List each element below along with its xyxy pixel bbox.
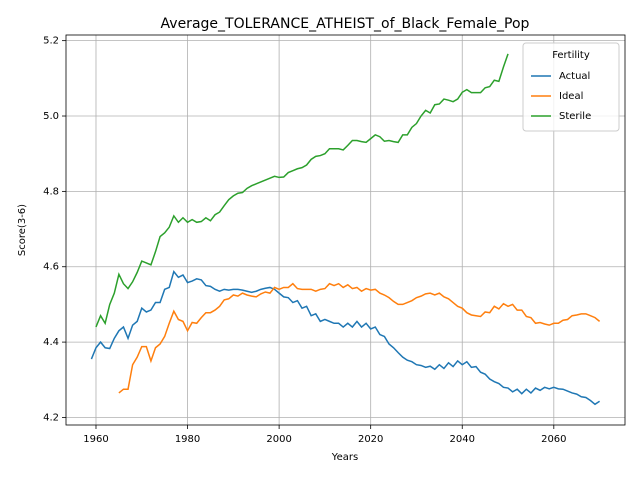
line-series (90, 270, 601, 406)
plot-frame (65, 34, 626, 426)
y-tick-label: 4.2 (43, 412, 59, 423)
x-tick-label: 1980 (175, 434, 200, 445)
legend-label: Actual (559, 71, 590, 82)
y-tick-label: 4.6 (43, 262, 59, 273)
x-tick-label: 1960 (83, 434, 108, 445)
y-tick-label: 5.0 (43, 111, 59, 122)
y-tick-label: 4.4 (43, 337, 59, 348)
legend-label: Ideal (559, 91, 583, 102)
y-tick-label: 4.8 (43, 186, 59, 197)
y-axis-label: Score(3-6) (17, 204, 28, 256)
x-tick-label: 2040 (450, 434, 475, 445)
line-series (118, 282, 601, 394)
x-tick-label: 2000 (266, 434, 291, 445)
legend-label: Sterile (559, 111, 591, 122)
x-tick-label: 2060 (541, 434, 566, 445)
x-tick-label: 2020 (358, 434, 383, 445)
line-series (95, 53, 509, 328)
legend-title: Fertility (552, 50, 590, 61)
legend: Fertility Actual Ideal Sterile (522, 42, 620, 132)
legend-box (522, 42, 620, 132)
y-tick-label: 5.2 (43, 36, 59, 47)
chart-title: Average_TOLERANCE_ATHEIST_of_Black_Femal… (161, 16, 530, 32)
x-axis-label: Years (331, 452, 358, 463)
